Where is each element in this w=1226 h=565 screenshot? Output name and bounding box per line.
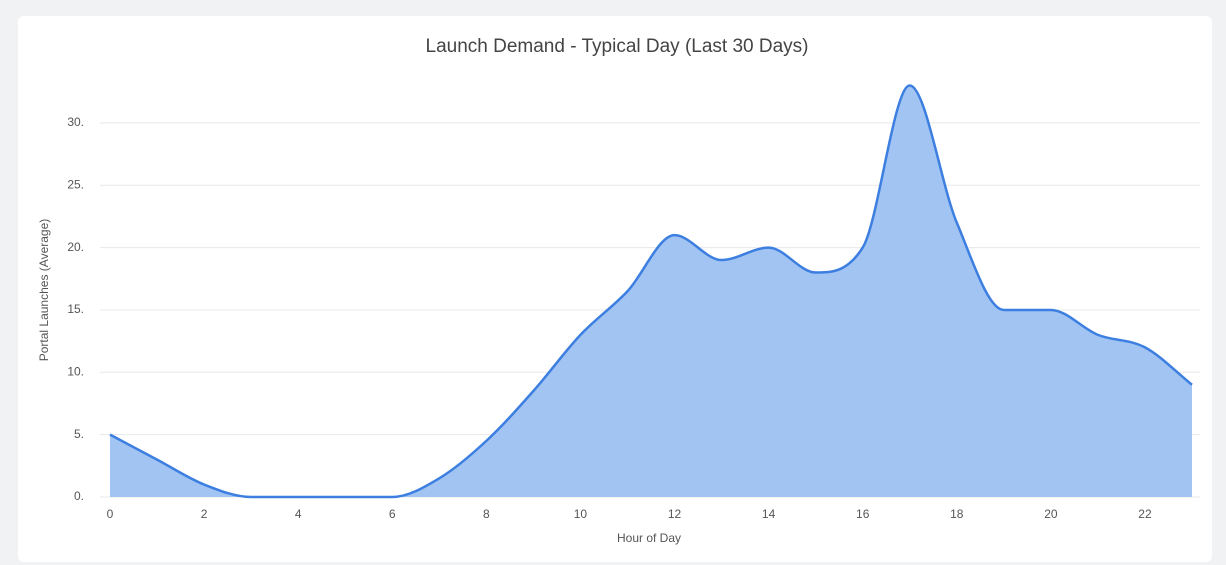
x-tick-label: 6	[389, 507, 396, 521]
y-tick-label: 15.	[67, 302, 84, 316]
chart-title: Launch Demand - Typical Day (Last 30 Day…	[426, 36, 809, 57]
x-tick-label: 8	[483, 507, 490, 521]
x-tick-label: 10	[574, 507, 588, 521]
y-axis-label: Portal Launches (Average)	[37, 219, 51, 362]
x-tick-label: 2	[201, 507, 208, 521]
area-fill	[110, 85, 1192, 497]
x-tick-label: 14	[762, 507, 776, 521]
y-tick-label: 5.	[74, 427, 84, 441]
area-line	[109, 84, 1193, 499]
x-tick-label: 22	[1138, 507, 1152, 521]
x-tick-label: 16	[856, 507, 870, 521]
y-tick-label: 20.	[67, 240, 84, 254]
y-tick-label: 30.	[67, 115, 84, 129]
x-tick-label: 0	[107, 507, 114, 521]
y-tick-label: 25.	[67, 177, 84, 191]
x-tick-label: 18	[950, 507, 964, 521]
x-tick-label: 12	[668, 507, 682, 521]
y-tick-label: 10.	[67, 364, 84, 378]
x-axis-label: Hour of Day	[617, 531, 681, 545]
x-tick-label: 4	[295, 507, 302, 521]
x-tick-label: 20	[1044, 507, 1058, 521]
y-tick-label: 0.	[74, 489, 84, 503]
